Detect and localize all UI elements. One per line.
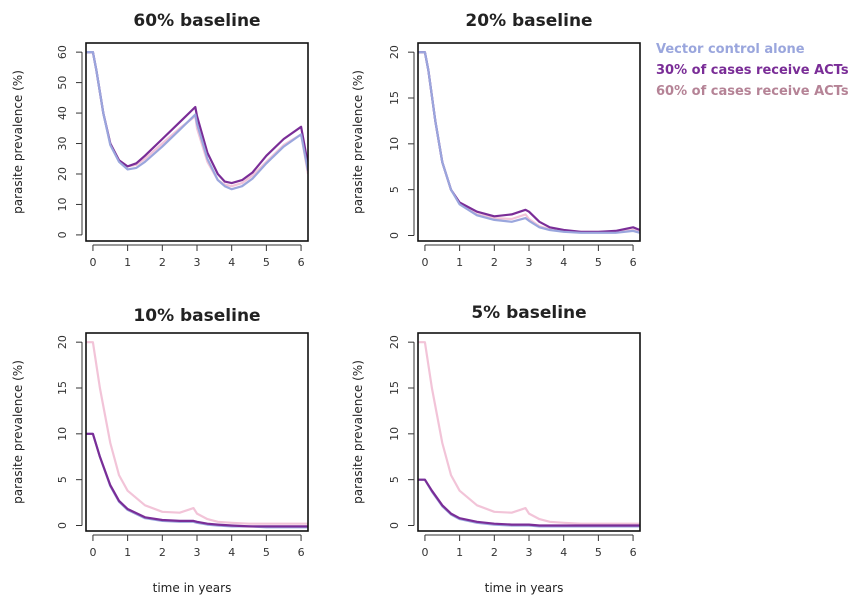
- y-tick-label: 20: [388, 335, 401, 349]
- series-line: [418, 51, 640, 233]
- series-line: [418, 341, 640, 525]
- x-tick-label: 0: [421, 546, 428, 559]
- series-line: [418, 51, 640, 234]
- y-tick-label: 10: [388, 427, 401, 441]
- y-tick-label: 0: [56, 522, 69, 529]
- series-line: [86, 341, 308, 525]
- chart-panel: 5% baseline parasite prevalence (%) time i…: [351, 303, 641, 595]
- plot-frame: [85, 332, 309, 532]
- x-tick-label: 5: [595, 546, 602, 559]
- x-tick-label: 6: [298, 256, 305, 269]
- y-tick-label: 10: [56, 197, 69, 211]
- x-tick-label: 4: [228, 256, 235, 269]
- y-tick-label: 50: [56, 76, 69, 90]
- panel-title: 5% baseline: [471, 303, 586, 323]
- x-tick-label: 2: [491, 256, 498, 269]
- y-tick-label: 10: [388, 137, 401, 151]
- series-line: [418, 51, 640, 233]
- y-tick-label: 5: [56, 476, 69, 483]
- x-tick-label: 6: [298, 546, 305, 559]
- y-tick-label: 60: [56, 45, 69, 59]
- y-tick-label: 10: [56, 427, 69, 441]
- plot-frame: [417, 42, 641, 242]
- x-tick-label: 4: [560, 256, 567, 269]
- x-tick-label: 3: [194, 546, 201, 559]
- x-tick-label: 1: [124, 256, 131, 269]
- y-tick-label: 20: [388, 45, 401, 59]
- x-tick-label: 6: [630, 546, 637, 559]
- y-tick-label: 40: [56, 106, 69, 120]
- legend-entry: Vector control alone: [656, 42, 805, 57]
- x-tick-label: 5: [263, 546, 270, 559]
- chart-panel: 60% baseline parasite prevalence (%) 0 1 2 3 4…: [11, 11, 309, 269]
- x-tick-label: 4: [228, 546, 235, 559]
- x-tick-label: 0: [89, 546, 96, 559]
- x-tick-label: 1: [124, 546, 131, 559]
- x-tick-label: 1: [456, 256, 463, 269]
- y-axis-label: parasite prevalence (%): [351, 360, 365, 504]
- x-tick-label: 0: [89, 256, 96, 269]
- x-tick-label: 0: [421, 256, 428, 269]
- y-tick-label: 5: [388, 476, 401, 483]
- chart-panel: 10% baseline parasite prevalence (%) time …: [11, 306, 309, 595]
- x-tick-label: 2: [159, 256, 166, 269]
- series-line: [86, 50, 308, 191]
- x-tick-label: 3: [194, 256, 201, 269]
- y-tick-label: 30: [56, 137, 69, 151]
- x-tick-label: 3: [526, 546, 533, 559]
- x-tick-label: 1: [456, 546, 463, 559]
- y-axis-label: parasite prevalence (%): [11, 360, 25, 504]
- panel-title: 20% baseline: [465, 11, 592, 31]
- plot-frame: [417, 332, 641, 532]
- series-line: [418, 478, 640, 527]
- x-tick-label: 2: [159, 546, 166, 559]
- y-tick-label: 20: [56, 167, 69, 181]
- y-axis-label: parasite prevalence (%): [11, 70, 25, 214]
- x-axis-label: time in years: [485, 581, 564, 595]
- y-tick-label: 5: [388, 186, 401, 193]
- y-tick-label: 15: [388, 91, 401, 105]
- panel-title: 10% baseline: [133, 306, 260, 326]
- legend-entry: 60% of cases receive ACTs: [656, 84, 849, 99]
- y-tick-label: 0: [388, 232, 401, 239]
- series-line: [418, 478, 640, 528]
- legend: Vector control alone 30% of cases receiv…: [656, 42, 849, 99]
- series-line: [86, 432, 308, 528]
- y-tick-label: 0: [388, 522, 401, 529]
- x-tick-label: 3: [526, 256, 533, 269]
- chart-panel: 20% baseline parasite prevalence (%) 0 1 2 3 4…: [351, 11, 641, 269]
- x-axis-label: time in years: [153, 581, 232, 595]
- x-tick-label: 5: [595, 256, 602, 269]
- y-tick-label: 20: [56, 335, 69, 349]
- x-tick-label: 6: [630, 256, 637, 269]
- y-tick-label: 0: [56, 231, 69, 238]
- x-tick-label: 2: [491, 546, 498, 559]
- panel-title: 60% baseline: [133, 11, 260, 31]
- y-tick-label: 15: [388, 381, 401, 395]
- legend-entry: 30% of cases receive ACTs: [656, 63, 849, 78]
- x-tick-label: 4: [560, 546, 567, 559]
- y-axis-label: parasite prevalence (%): [351, 70, 365, 214]
- y-tick-label: 15: [56, 381, 69, 395]
- x-tick-label: 5: [263, 256, 270, 269]
- plot-frame: [85, 42, 309, 242]
